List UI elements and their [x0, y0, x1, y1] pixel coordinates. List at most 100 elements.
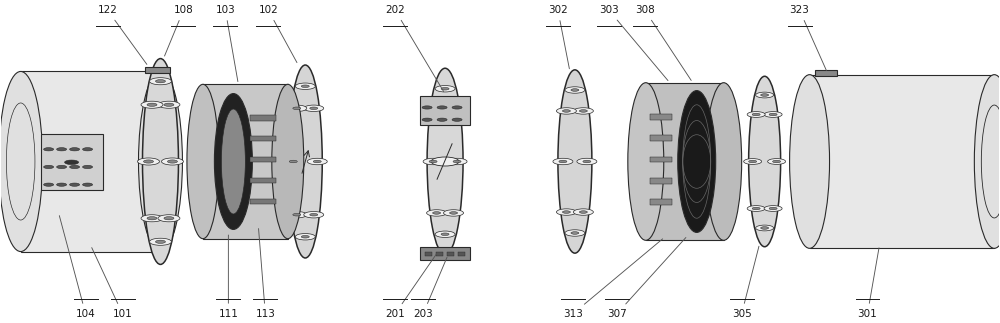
Circle shape — [450, 109, 458, 111]
Circle shape — [450, 212, 458, 214]
Ellipse shape — [749, 76, 781, 247]
Bar — [650, 157, 672, 162]
Circle shape — [435, 86, 455, 92]
Ellipse shape — [706, 83, 742, 240]
Circle shape — [433, 212, 441, 214]
Circle shape — [559, 160, 567, 163]
Text: 307: 307 — [607, 237, 686, 319]
Circle shape — [83, 165, 93, 169]
Circle shape — [293, 214, 301, 216]
Circle shape — [83, 183, 93, 186]
Bar — [458, 252, 465, 256]
Circle shape — [293, 107, 301, 109]
Ellipse shape — [142, 58, 178, 265]
Circle shape — [433, 109, 441, 111]
Text: 323: 323 — [790, 5, 826, 70]
Bar — [420, 96, 470, 124]
Circle shape — [761, 227, 769, 229]
Text: 313: 313 — [563, 239, 663, 319]
Circle shape — [441, 88, 449, 90]
Text: 203: 203 — [413, 257, 447, 319]
Text: 202: 202 — [385, 5, 444, 92]
Bar — [646, 83, 724, 240]
Circle shape — [747, 112, 765, 117]
Circle shape — [556, 108, 576, 114]
Circle shape — [164, 103, 174, 106]
Circle shape — [764, 206, 782, 211]
Text: 103: 103 — [216, 5, 238, 82]
Circle shape — [773, 160, 781, 163]
Circle shape — [579, 110, 587, 112]
Circle shape — [768, 159, 786, 164]
Ellipse shape — [678, 90, 716, 233]
Bar — [420, 247, 470, 260]
Circle shape — [310, 214, 318, 216]
Circle shape — [427, 107, 447, 113]
Circle shape — [295, 83, 315, 89]
Bar — [41, 134, 103, 191]
Circle shape — [301, 235, 309, 238]
Circle shape — [70, 183, 80, 186]
Text: 108: 108 — [165, 5, 193, 56]
Circle shape — [57, 148, 67, 151]
Circle shape — [158, 215, 180, 222]
Circle shape — [167, 160, 177, 163]
Bar — [250, 115, 276, 120]
Ellipse shape — [974, 75, 1000, 248]
Circle shape — [44, 183, 54, 186]
Bar — [650, 135, 672, 141]
Circle shape — [307, 158, 327, 165]
Text: 303: 303 — [599, 5, 668, 80]
Text: 301: 301 — [858, 248, 879, 319]
Bar — [815, 70, 837, 76]
Text: 305: 305 — [732, 246, 759, 319]
Circle shape — [437, 106, 447, 109]
Circle shape — [429, 160, 437, 163]
Bar — [436, 252, 443, 256]
Text: 308: 308 — [635, 5, 691, 80]
Circle shape — [431, 157, 459, 166]
Circle shape — [747, 206, 765, 211]
Bar — [145, 67, 170, 73]
Bar — [250, 178, 276, 183]
Circle shape — [295, 234, 315, 240]
Circle shape — [452, 106, 462, 109]
Circle shape — [444, 210, 464, 216]
Bar — [447, 252, 454, 256]
Circle shape — [44, 148, 54, 151]
Circle shape — [577, 158, 597, 165]
Circle shape — [444, 107, 464, 113]
Bar — [425, 252, 432, 256]
Ellipse shape — [427, 68, 463, 255]
Circle shape — [147, 217, 157, 220]
Circle shape — [553, 158, 573, 165]
Circle shape — [83, 148, 93, 151]
Circle shape — [147, 103, 157, 106]
Circle shape — [143, 160, 153, 163]
Bar — [650, 199, 672, 205]
Circle shape — [44, 165, 54, 169]
Circle shape — [65, 160, 79, 164]
Circle shape — [756, 92, 774, 98]
Bar — [810, 75, 994, 248]
Circle shape — [423, 158, 443, 165]
Circle shape — [149, 78, 171, 85]
Circle shape — [138, 158, 159, 165]
Circle shape — [752, 207, 760, 210]
Circle shape — [164, 217, 174, 220]
Circle shape — [744, 159, 762, 164]
Ellipse shape — [221, 109, 245, 214]
Circle shape — [571, 232, 579, 234]
Ellipse shape — [790, 75, 830, 248]
Ellipse shape — [628, 83, 664, 240]
Bar — [203, 84, 288, 239]
Circle shape — [287, 212, 307, 218]
Circle shape — [301, 85, 309, 88]
Text: 201: 201 — [385, 254, 437, 319]
Circle shape — [161, 158, 183, 165]
Ellipse shape — [288, 65, 322, 258]
Ellipse shape — [0, 71, 43, 252]
Text: 113: 113 — [255, 229, 275, 319]
Circle shape — [583, 160, 591, 163]
Circle shape — [769, 207, 777, 210]
